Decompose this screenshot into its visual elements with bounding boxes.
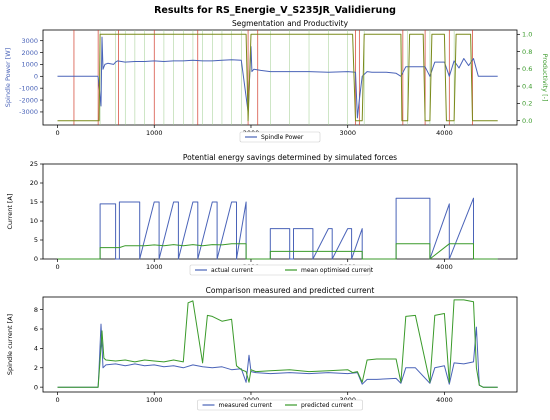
y-tick-label: -1000	[19, 84, 38, 92]
figure-title: Results for RS_Energie_V_S235JR_Validier…	[154, 5, 396, 16]
legend-box	[189, 264, 371, 276]
y-tick-label: 10	[30, 217, 38, 225]
y-tick-label: 0	[34, 73, 38, 81]
x-tick-label: 1000	[146, 263, 163, 271]
series-line-predicted-current	[57, 299, 498, 388]
y-tick-label: 5	[34, 236, 38, 244]
plot-area-3	[42, 296, 518, 393]
x-tick-label: 1000	[146, 396, 163, 404]
y-right-tick-label: 0.6	[522, 65, 532, 73]
chart-2-legend: actual current mean optimised current	[189, 264, 374, 276]
x-tick-label: 4000	[436, 396, 453, 404]
chart-2-ylabel: Current [A]	[6, 194, 14, 230]
y-tick-label: 0	[34, 383, 38, 391]
chart-1-legend: Spindle Power	[239, 131, 321, 143]
y-tick-label: 25	[30, 160, 38, 168]
legend-label: measured current	[219, 402, 273, 409]
y-tick-label: 20	[30, 179, 38, 187]
y-right-tick-label: 0.2	[522, 100, 532, 108]
chart-3-ylabel: Spindle current [A]	[6, 314, 14, 375]
series-line-productivity	[57, 33, 498, 122]
segmentation-productivity-chart: Segmentation and Productivity 0 1000 2000 3…	[4, 19, 549, 143]
legend-label: predicted current	[301, 402, 354, 409]
x-tick-label: 0	[55, 129, 59, 137]
chart-3-legend: measured current predicted current	[197, 399, 363, 411]
x-tick-label: 0	[55, 263, 59, 271]
chart-2-title: Potential energy savings determined by s…	[183, 153, 397, 162]
y-right-tick-label: 1.0	[522, 31, 532, 39]
y-tick-label: 6	[34, 325, 38, 333]
y-tick-label: 4	[34, 345, 38, 353]
x-tick-label: 3000	[339, 129, 356, 137]
series-line-mean-optimised-current	[57, 243, 498, 260]
y-tick-label: -2000	[19, 96, 38, 104]
chart-1-ylabel: Spindle Power [W]	[4, 48, 12, 107]
y-right-tick-label: 0.0	[522, 117, 532, 125]
y-tick-label: 2000	[21, 49, 38, 57]
plot-area-2	[42, 163, 518, 260]
chart-1-ylabel-right: Productivity [-]	[541, 53, 549, 101]
chart-3-title: Comparison measured and predicted curren…	[206, 286, 375, 295]
x-tick-label: 4000	[436, 129, 453, 137]
x-tick-label: 1000	[146, 129, 163, 137]
y-tick-label: 15	[30, 198, 38, 206]
chart-1-title: Segmentation and Productivity	[232, 19, 349, 28]
y-right-tick-label: 0.8	[522, 48, 532, 56]
series-line-measured-current	[57, 323, 498, 388]
series-line-spindle-power	[57, 36, 498, 119]
comparison-current-chart: Comparison measured and predicted curren…	[6, 286, 518, 411]
legend-box	[239, 131, 321, 143]
legend-label: mean optimised current	[301, 267, 374, 274]
y-tick-label: 2	[34, 364, 38, 372]
y-tick-label: 1000	[21, 61, 38, 69]
y-tick-label: 8	[34, 306, 38, 314]
energy-savings-chart: Potential energy savings determined by s…	[6, 153, 518, 276]
plot-area-1	[42, 29, 518, 126]
x-tick-label: 0	[55, 396, 59, 404]
y-tick-label: 0	[34, 255, 38, 263]
y-right-tick-label: 0.4	[522, 82, 532, 90]
y-tick-label: -3000	[19, 108, 38, 116]
x-tick-label: 4000	[436, 263, 453, 271]
y-tick-label: 3000	[21, 37, 38, 45]
legend-label: Spindle Power	[261, 134, 304, 141]
legend-box	[197, 399, 363, 411]
legend-label: actual current	[211, 267, 254, 274]
